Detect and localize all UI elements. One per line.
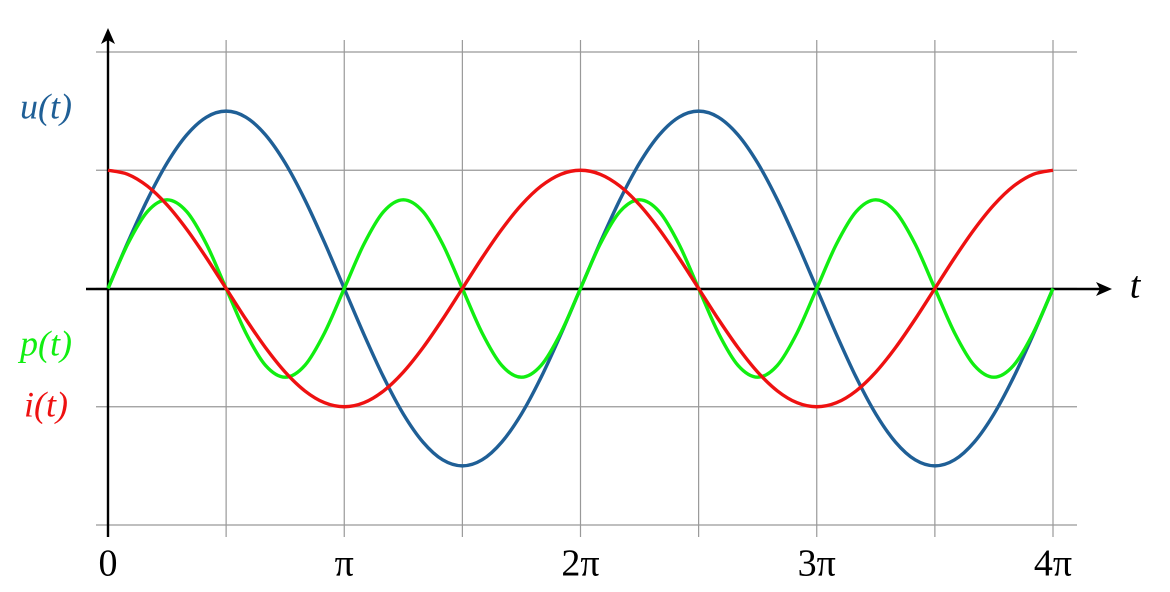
- x-tick-label: 2π: [561, 543, 599, 585]
- series-line: [106, 198, 1055, 379]
- x-tick-label: π: [335, 543, 354, 585]
- x-tick-label: 4π: [1034, 543, 1072, 585]
- axes: t: [86, 28, 1142, 537]
- legend-label: u(t): [20, 86, 72, 126]
- x-tick-label: 0: [99, 543, 118, 585]
- x-axis-label: t: [1130, 265, 1142, 307]
- lines: [106, 109, 1055, 468]
- legend-label: p(t): [17, 323, 72, 363]
- legend-label: i(t): [24, 384, 68, 424]
- y-arrow: [101, 28, 115, 44]
- x-tick-label: 3π: [798, 543, 836, 585]
- series-line: [107, 168, 1054, 409]
- x-arrow: [1096, 282, 1112, 296]
